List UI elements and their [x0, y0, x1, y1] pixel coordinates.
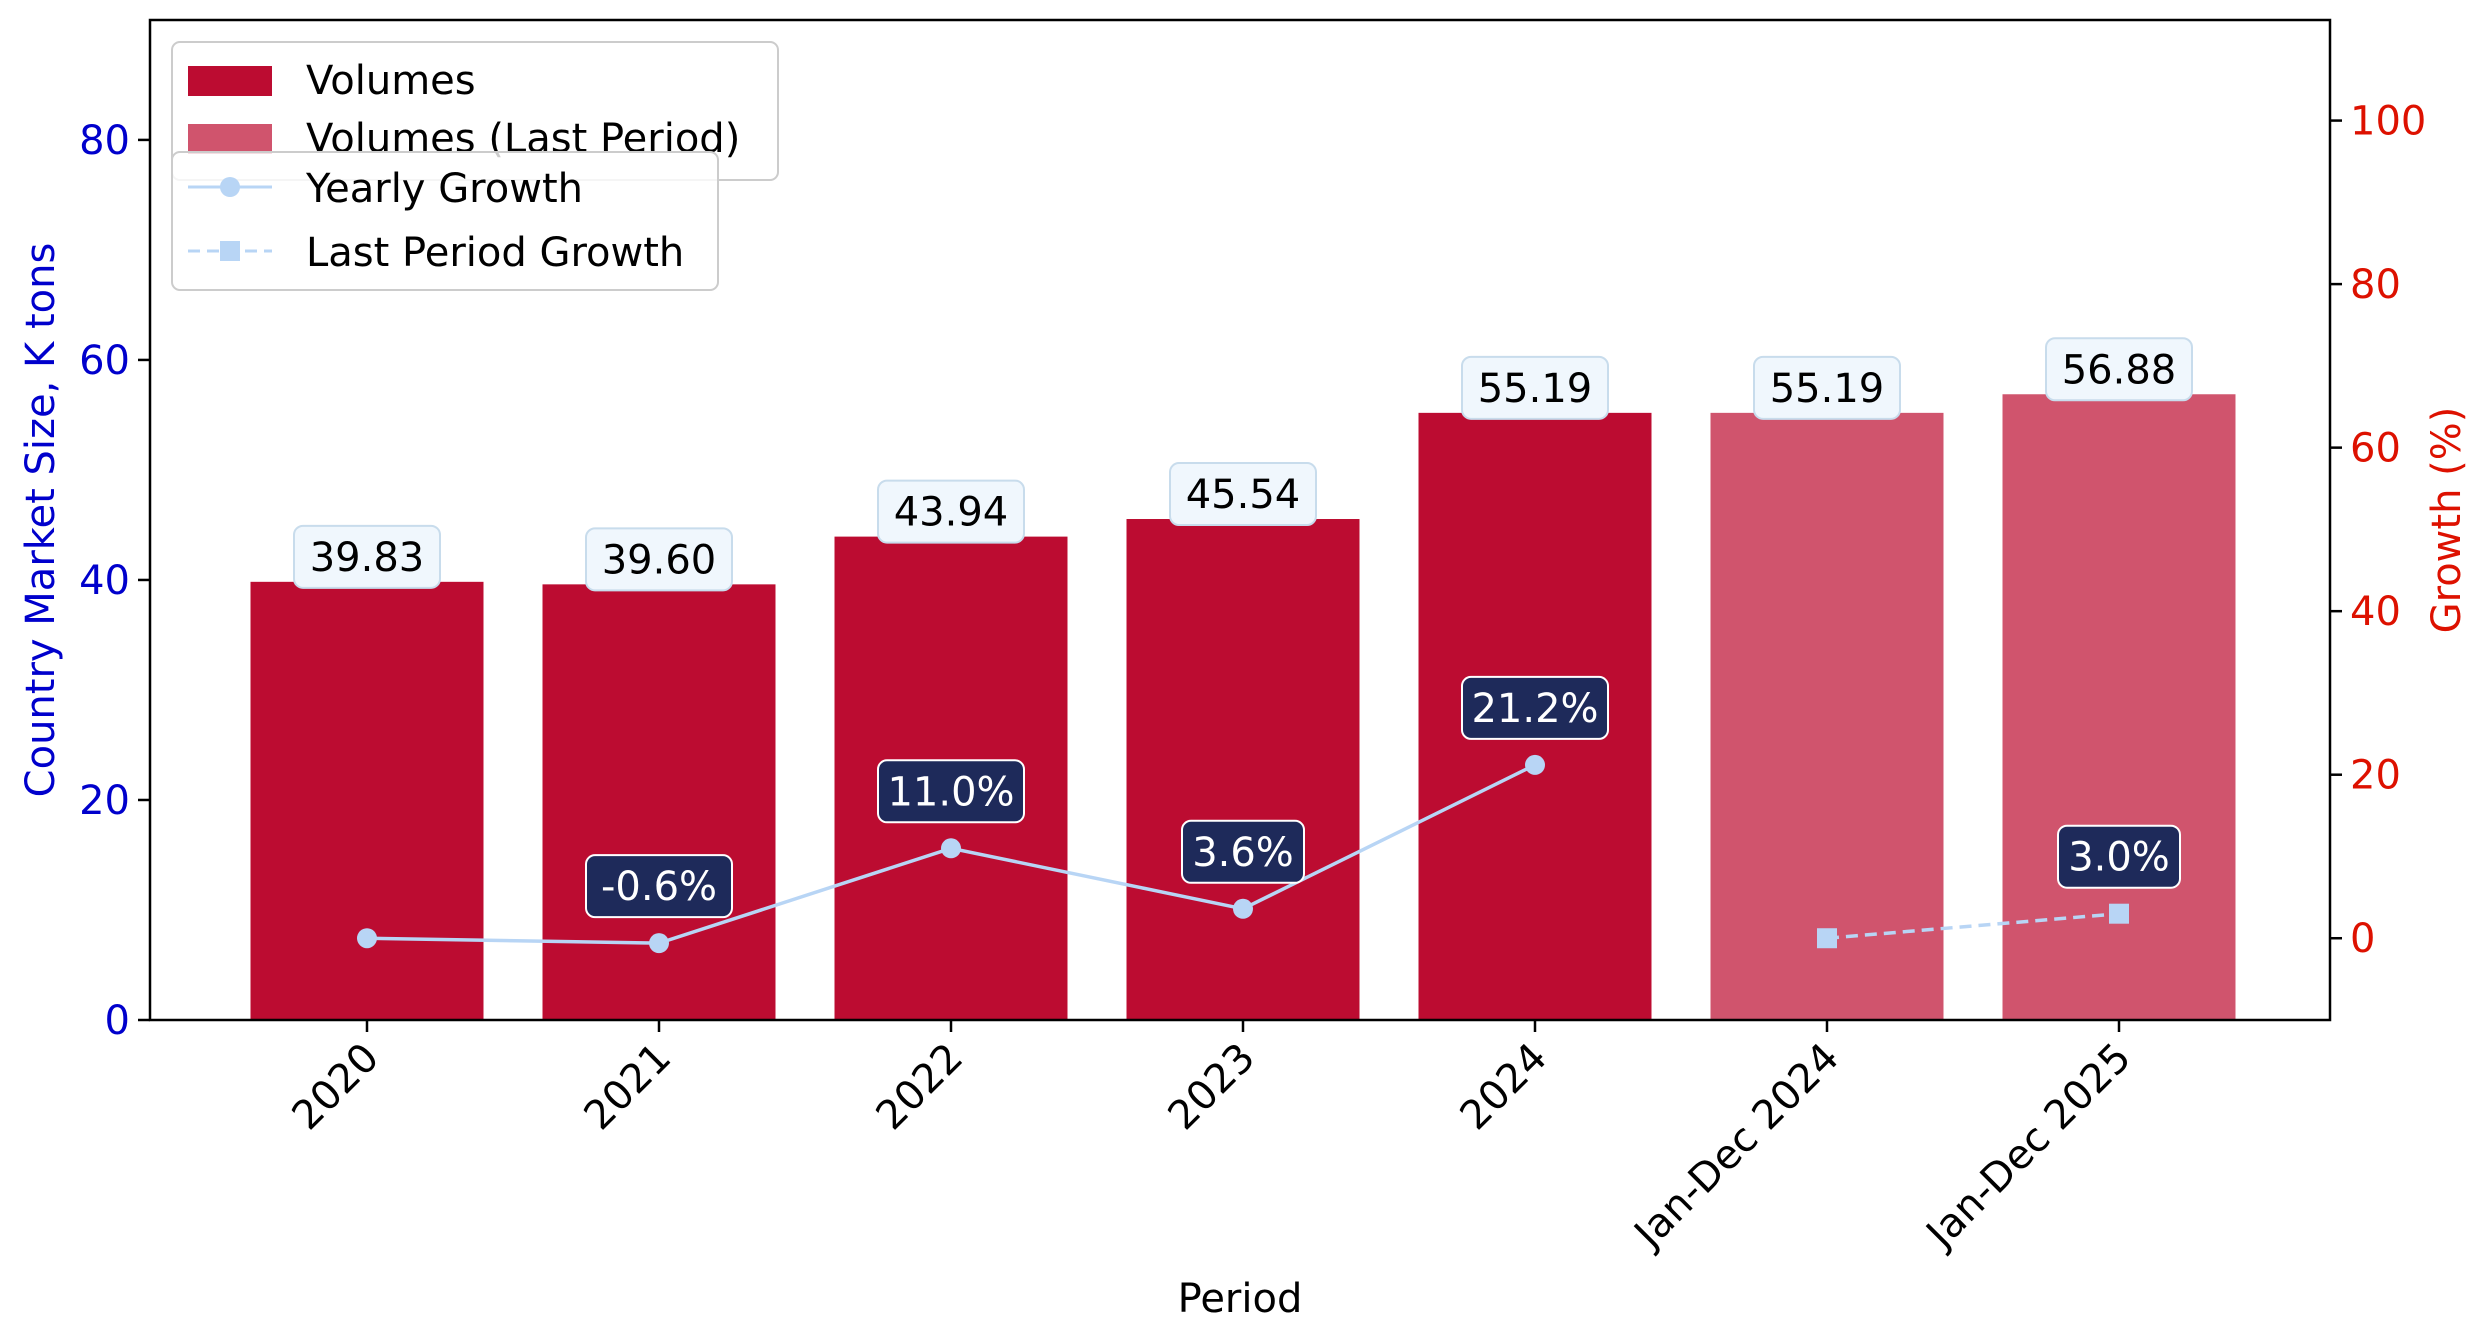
bar-label-2024-text: 55.19 [1478, 366, 1593, 412]
x-tick-label-2020: 2020 [284, 1035, 389, 1140]
point-yearly-growth-2023 [1233, 898, 1253, 919]
y2-tick-label-0: 0 [2350, 916, 2375, 962]
point-yearly-growth-2024 [1525, 754, 1545, 775]
bar-volumes-last-period-jan-dec-2025 [2002, 394, 2236, 1020]
growth-label-2024-box [1461, 675, 1609, 740]
y2-tick-label-20: 20 [2350, 753, 2401, 799]
growth-label-2024: 21.2% [1461, 675, 1609, 740]
labels-layer: 39.83 39.60 43.94 45.54 55.19 55.19 56.88 -0.6%… [293, 337, 2193, 919]
point-yearly-growth-2020 [357, 928, 377, 949]
x-tick-label-2023: 2023 [1160, 1035, 1265, 1140]
growth-label-2024-text: 21.2% [1471, 686, 1598, 732]
lines-layer [357, 754, 2129, 954]
x-axis-label: Period [1178, 1276, 1303, 1322]
growth-label-jan-dec-2025-box [2057, 824, 2181, 889]
legend-marker-last-period-growth [220, 241, 240, 261]
x-tick-label-2022: 2022 [868, 1035, 973, 1140]
legend-label-last-period-growth: Last Period Growth [306, 230, 684, 276]
bar-volumes-last-period-jan-dec-2024 [1710, 412, 1944, 1021]
right-axis: 0 20 40 60 80 100 [2330, 99, 2426, 962]
bar-volumes-2023 [1126, 519, 1360, 1020]
y-tick-label-0: 0 [105, 998, 130, 1044]
point-yearly-growth-2021 [649, 933, 669, 954]
legend-growth: Yearly Growth Last Period Growth [171, 151, 719, 291]
y-axis-label: Country Market Size, K tons [18, 243, 64, 798]
bar-label-2022-text: 43.94 [894, 490, 1009, 536]
bar-label-jan-dec-2024-box [1753, 355, 1901, 420]
legend-marker-yearly-growth [220, 177, 240, 197]
x-tick-label-2024: 2024 [1452, 1035, 1557, 1140]
y-tick-label-20: 20 [79, 778, 130, 824]
bar-label-jan-dec-2024: 55.19 [1753, 355, 1901, 420]
bar-label-2021-box [585, 527, 733, 592]
bar-label-2023-box [1169, 462, 1317, 527]
growth-label-jan-dec-2025-text: 3.0% [2068, 835, 2170, 881]
bar-label-2021-text: 39.60 [602, 537, 717, 583]
bar-volumes-2020 [250, 581, 484, 1020]
x-tick-label-jan-dec-2024: Jan-Dec 2024 [1624, 1035, 1848, 1259]
bar-label-jan-dec-2025: 56.88 [2045, 337, 2193, 402]
y-tick-label-60: 60 [79, 338, 130, 384]
line-last-period-growth [1826, 911, 2120, 940]
growth-label-2021: -0.6% [585, 854, 733, 919]
y2-tick-label-60: 60 [2350, 426, 2401, 472]
bar-label-jan-dec-2024-text: 55.19 [1770, 366, 1885, 412]
bar-label-2023: 45.54 [1169, 462, 1317, 527]
growth-label-2023-box [1181, 819, 1305, 884]
legend-swatch-volumes [188, 66, 272, 96]
legend-volumes: Volumes Volumes (Last Period) [171, 41, 779, 181]
point-last-period-growth-jan-dec-2024 [1817, 928, 1837, 949]
bar-label-2022-box [877, 479, 1025, 544]
bar-label-2022: 43.94 [877, 479, 1025, 544]
legend-label-yearly-growth: Yearly Growth [305, 166, 583, 212]
bar-label-jan-dec-2025-text: 56.88 [2062, 347, 2177, 393]
point-last-period-growth-jan-dec-2025 [2109, 903, 2129, 924]
growth-label-2022-text: 11.0% [887, 769, 1014, 815]
bar-label-2023-text: 45.54 [1186, 472, 1301, 518]
legend-label-volumes: Volumes [306, 58, 476, 104]
growth-label-2023: 3.6% [1181, 819, 1305, 884]
bar-volumes-2021 [542, 584, 776, 1020]
y-tick-label-80: 80 [79, 118, 130, 164]
plot-frame [148, 18, 2332, 1022]
bar-label-2024: 55.19 [1461, 355, 1609, 420]
growth-label-2023-text: 3.6% [1192, 830, 1294, 876]
growth-label-jan-dec-2025: 3.0% [2057, 824, 2181, 889]
growth-label-2021-box [585, 854, 733, 919]
bar-label-2020-box [293, 524, 441, 589]
y-tick-label-40: 40 [79, 558, 130, 604]
legend-swatch-volumes-last-period [188, 124, 272, 154]
y2-axis-label: Growth (%) [2424, 407, 2470, 634]
y2-tick-label-100: 100 [2350, 99, 2426, 145]
growth-label-2022-box [877, 759, 1025, 824]
x-tick-label-jan-dec-2025: Jan-Dec 2025 [1916, 1035, 2140, 1259]
x-tick-label-2021: 2021 [576, 1035, 681, 1140]
legend-frame [171, 151, 719, 291]
point-yearly-growth-2022 [941, 838, 961, 859]
left-axis: 0 20 40 60 80 [79, 118, 150, 1044]
bar-label-2020-text: 39.83 [310, 535, 425, 581]
growth-label-2021-text: -0.6% [601, 864, 717, 910]
bar-label-2021: 39.60 [585, 527, 733, 592]
x-axis: 2020 2021 2022 2023 2024 Jan-Dec 2024 Jan-Dec … [284, 1020, 2140, 1259]
y2-tick-label-40: 40 [2350, 589, 2401, 635]
y2-tick-label-80: 80 [2350, 262, 2401, 308]
bar-label-jan-dec-2025-box [2045, 337, 2193, 402]
growth-label-2022: 11.0% [877, 759, 1025, 824]
bar-label-2020: 39.83 [293, 524, 441, 589]
bar-label-2024-box [1461, 355, 1609, 420]
